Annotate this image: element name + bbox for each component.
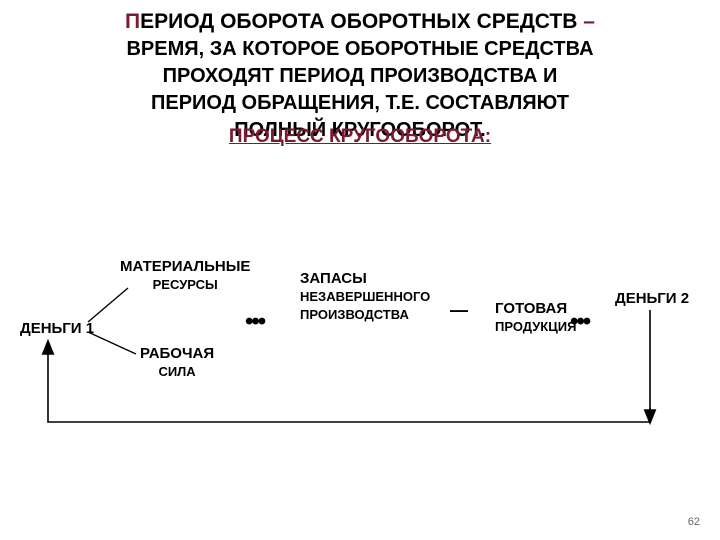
- money1-cap: Д: [20, 320, 31, 337]
- mat-cap: М: [120, 258, 133, 275]
- stock-line1: АПАСЫ: [309, 270, 366, 287]
- title-line-4: ПЕРИОД ОБРАЩЕНИЯ, Т.Е. СОСТАВЛЯЮТ: [30, 90, 690, 117]
- money2-rest: ЕНЬГИ 2: [626, 290, 689, 307]
- stock-line2: НЕЗАВЕРШЕННОГО: [300, 289, 430, 304]
- page-number: 62: [688, 516, 700, 528]
- title-rest: ЕРИОД ОБОРОТА ОБОРОТНЫХ СРЕДСТВ: [140, 10, 577, 33]
- process-accent: П: [229, 126, 243, 147]
- money1-rest: ЕНЬГИ 1: [31, 320, 94, 337]
- money2-cap: Д: [615, 290, 626, 307]
- labor-line2: СИЛА: [158, 364, 195, 379]
- node-money1: ДЕНЬГИ 1: [20, 320, 94, 338]
- node-materials: МАТЕРИАЛЬНЫЕ РЕСУРСЫ: [120, 258, 250, 294]
- ready-line1: ОТОВАЯ: [503, 300, 567, 317]
- title-line-3: ПРОХОДЯТ ПЕРИОД ПРОИЗВОДСТВА И: [30, 63, 690, 90]
- dots-1: •••: [245, 308, 264, 336]
- labor-cap: Р: [140, 345, 149, 362]
- dots-2: •••: [570, 308, 589, 336]
- process-rest: РОЦЕСС КРУГООБОРОТА:: [243, 126, 491, 147]
- title-accent-letter: П: [125, 10, 140, 33]
- node-money2: ДЕНЬГИ 2: [615, 290, 689, 308]
- mat-line2: РЕСУРСЫ: [153, 277, 218, 292]
- node-ready: ГОТОВАЯ ПРОДУКЦИЯ: [495, 300, 576, 336]
- short-dash-1: —: [450, 300, 468, 322]
- node-stock: ЗАПАСЫ НЕЗАВЕРШЕННОГО ПРОИЗВОДСТВА: [300, 270, 430, 324]
- stock-line3: ПРОИЗВОДСТВА: [300, 307, 409, 322]
- process-label: ПРОЦЕСС КРУГООБОРОТА:: [30, 126, 690, 148]
- stock-cap: З: [300, 270, 309, 287]
- labor-line1: АБОЧАЯ: [149, 345, 214, 362]
- ready-line2: ПРОДУКЦИЯ: [495, 319, 576, 334]
- header-block: ПЕРИОД ОБОРОТА ОБОРОТНЫХ СРЕДСТВ – ВРЕМЯ…: [0, 0, 720, 148]
- title-dash: –: [583, 10, 595, 33]
- title-line-2: ВРЕМЯ, ЗА КОТОРОЕ ОБОРОТНЫЕ СРЕДСТВА: [30, 36, 690, 63]
- title-line-1: ПЕРИОД ОБОРОТА ОБОРОТНЫХ СРЕДСТВ –: [30, 8, 690, 36]
- mat-line1: АТЕРИАЛЬНЫЕ: [133, 258, 251, 275]
- node-labor: РАБОЧАЯ СИЛА: [140, 345, 214, 381]
